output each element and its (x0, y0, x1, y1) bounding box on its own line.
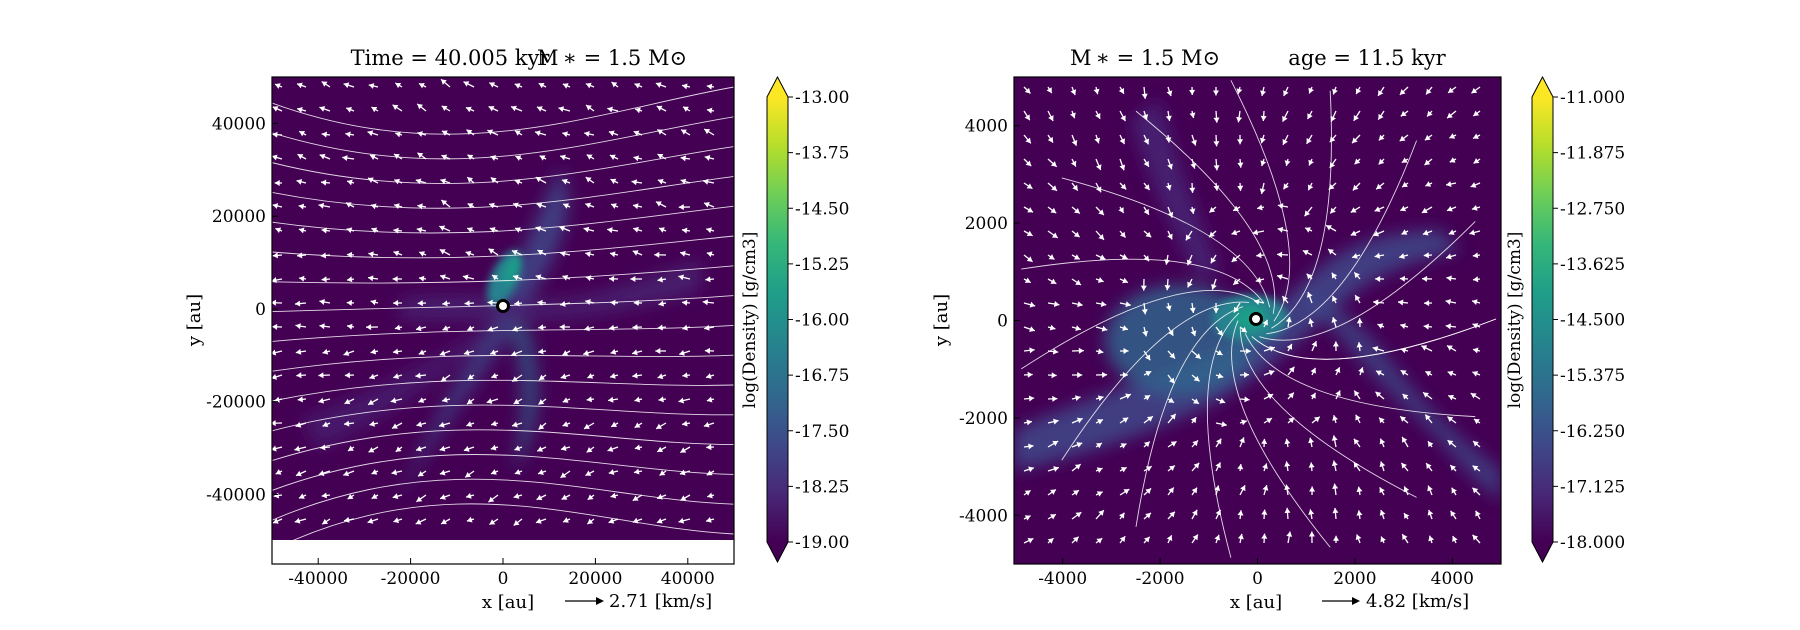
panel-left-velocity-field (272, 78, 734, 540)
panel-right-colorbar-tick-label: -12.750 (1560, 199, 1625, 219)
panel-left-xlabel: x [au] (482, 592, 534, 613)
panel-right-xlabel: x [au] (1230, 592, 1282, 613)
panel-left-xtick-label: 20000 (568, 569, 622, 589)
panel-left-ylabel: y [au] (184, 294, 205, 347)
panel-left-ytick-label: -20000 (206, 393, 266, 413)
panel-right-xtick-label: 0 (1252, 569, 1263, 589)
panel-right-colorbar-label: log(Density) [g/cm3] (1505, 232, 1525, 409)
panel-right-velocity-key: 4.82 [km/s] (1322, 591, 1469, 612)
panel-right-colorbar-tick-label: -18.000 (1560, 533, 1625, 553)
panel-left-ytick-label: 0 (255, 300, 266, 320)
panel-right-colorbar-tick-label: -16.250 (1560, 422, 1625, 442)
panel-left: Time = 40.005 kyr M ∗ = 1.5 M⊙ - (184, 46, 849, 613)
panel-right: M ∗ = 1.5 M⊙ age = 11.5 kyr -4000 -2000 0 2… (931, 46, 1625, 613)
panel-left-title-right: M ∗ = 1.5 M⊙ (537, 46, 687, 70)
panel-right-ytick-label: 2000 (965, 214, 1008, 234)
panel-right-ylabel: y [au] (931, 294, 952, 347)
panel-left-star-marker (496, 299, 510, 313)
panel-left-colorbar-tick-label: -14.50 (795, 199, 849, 219)
panel-left-colorbar-tick-label: -16.00 (795, 311, 849, 331)
panel-right-colorbar-tick-label: -15.375 (1560, 366, 1625, 386)
panel-right-star-marker (1249, 312, 1263, 326)
panel-right-xtick-label: -4000 (1038, 569, 1087, 589)
panel-left-xtick-label: -40000 (288, 569, 348, 589)
panel-left-colorbar-tick-label: -17.50 (795, 422, 849, 442)
panel-left-ytick-label: 20000 (212, 207, 266, 227)
panel-left-colorbar-label: log(Density) [g/cm3] (740, 232, 760, 409)
panel-left-colorbar-tick-label: -15.25 (795, 255, 849, 275)
panel-left-velocity-key: 2.71 [km/s] (565, 591, 712, 612)
panel-right-x-axis: -4000 -2000 0 2000 4000 (1038, 558, 1474, 589)
panel-right-ytick-label: 0 (997, 312, 1008, 332)
panel-right-title-left: M ∗ = 1.5 M⊙ (1070, 46, 1220, 70)
panel-right-velocity-key-label: 4.82 [km/s] (1366, 591, 1469, 612)
panel-right-colorbar-tick-label: -14.500 (1560, 311, 1625, 331)
panel-right-ytick-label: 4000 (965, 117, 1008, 137)
panel-left-xtick-label: -20000 (381, 569, 441, 589)
panel-left-colorbar-tick-label: -18.25 (795, 477, 849, 497)
panel-left-ytick-label: 40000 (212, 114, 266, 134)
panel-right-colorbar-tick-label: -11.000 (1560, 88, 1625, 108)
panel-right-xtick-label: 2000 (1333, 569, 1376, 589)
panel-left-ytick-label: -40000 (206, 485, 266, 505)
panel-left-xtick-label: 0 (498, 569, 509, 589)
panel-right-ytick-label: -2000 (959, 409, 1008, 429)
panel-left-x-axis: -40000 -20000 0 20000 40000 (288, 558, 715, 589)
panel-right-colorbar-tick-label: -11.875 (1560, 144, 1625, 164)
panel-left-colorbar-tick-label: -13.00 (795, 88, 849, 108)
panel-left-velocity-key-label: 2.71 [km/s] (609, 591, 712, 612)
panel-right-xtick-label: -2000 (1136, 569, 1185, 589)
panel-right-title-right: age = 11.5 kyr (1288, 46, 1446, 70)
panel-left-colorbar: -13.00 -13.75 -14.50 -15.25 -16.00 -16.75 -17.… (740, 75, 849, 564)
panel-right-colorbar-tick-label: -13.625 (1560, 255, 1625, 275)
panel-left-colorbar-tick-label: -16.75 (795, 366, 849, 386)
panel-left-colorbar-tick-label: -19.00 (795, 533, 849, 553)
panel-right-colorbar-tick-label: -17.125 (1560, 477, 1625, 497)
panel-left-title-left: Time = 40.005 kyr (351, 46, 551, 70)
panel-left-xtick-label: 40000 (661, 569, 715, 589)
panel-left-density-map (272, 77, 734, 540)
panel-left-y-axis: 40000 20000 0 -20000 -40000 (206, 114, 278, 505)
panel-right-xtick-label: 4000 (1431, 569, 1474, 589)
panel-right-y-axis: 4000 2000 0 -2000 -4000 (959, 117, 1020, 526)
panel-left-colorbar-tick-label: -13.75 (795, 144, 849, 164)
panel-right-velocity-field (1020, 80, 1497, 558)
panel-right-ytick-label: -4000 (959, 506, 1008, 526)
panel-right-colorbar: -11.000 -11.875 -12.750 -13.625 -14.500 -15.3… (1505, 75, 1625, 564)
